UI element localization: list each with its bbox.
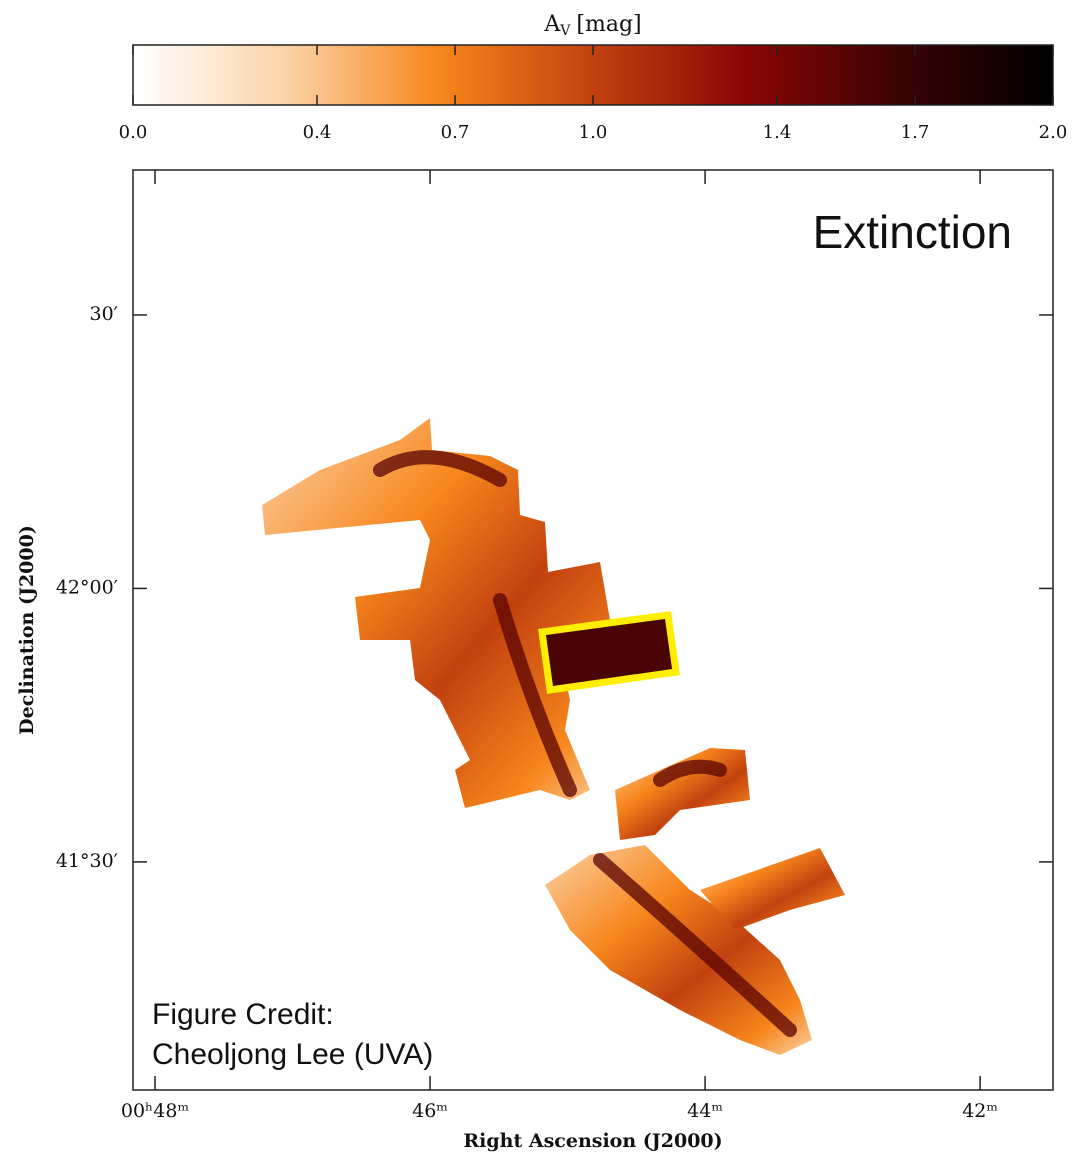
plot-frame [132,169,1054,1091]
colorbar-label-unit: [mag] [576,12,641,37]
y-tick-label: 42°00′ [56,576,118,598]
colorbar-tick-label: 2.0 [1039,122,1068,143]
credit: Cheoljong Lee (UVA) [152,1038,433,1071]
colorbar-label-main: A [543,12,561,37]
colorbar-tick-label: 0.7 [441,122,470,143]
map-region [700,848,845,930]
colorbar-tick-label: 1.4 [763,122,792,143]
x-tick-label: 46ᵐ [412,1100,448,1122]
y-tick-label: 30′ [90,303,119,325]
colorbar-tick-label: 0.4 [303,122,332,143]
y-axis-label: Declination (J2000) [16,525,38,735]
map-region [545,845,812,1055]
colorbar-tick-label: 1.7 [901,122,930,143]
credit: Figure Credit: [152,998,334,1031]
colorbar-tick-label: 1.0 [579,122,608,143]
colorbar-tick-label: 0.0 [119,122,148,143]
colorbar-label: AV [mag] [543,12,641,39]
highlight-box [538,611,680,694]
y-tick-label: 41°30′ [56,850,118,872]
extinction-map [262,418,845,1055]
x-tick-label: 42ᵐ [962,1100,998,1122]
x-tick-label: 44ᵐ [687,1100,723,1122]
map-region [262,418,610,808]
x-axis-label: Right Ascension (J2000) [463,1130,722,1152]
colorbar-label-sub: V [559,23,571,39]
map-region [615,748,750,840]
panel-label: Extinction [813,206,1012,258]
x-tick-label: 00ʰ48ᵐ [121,1100,190,1122]
dust-lane [373,450,797,1037]
